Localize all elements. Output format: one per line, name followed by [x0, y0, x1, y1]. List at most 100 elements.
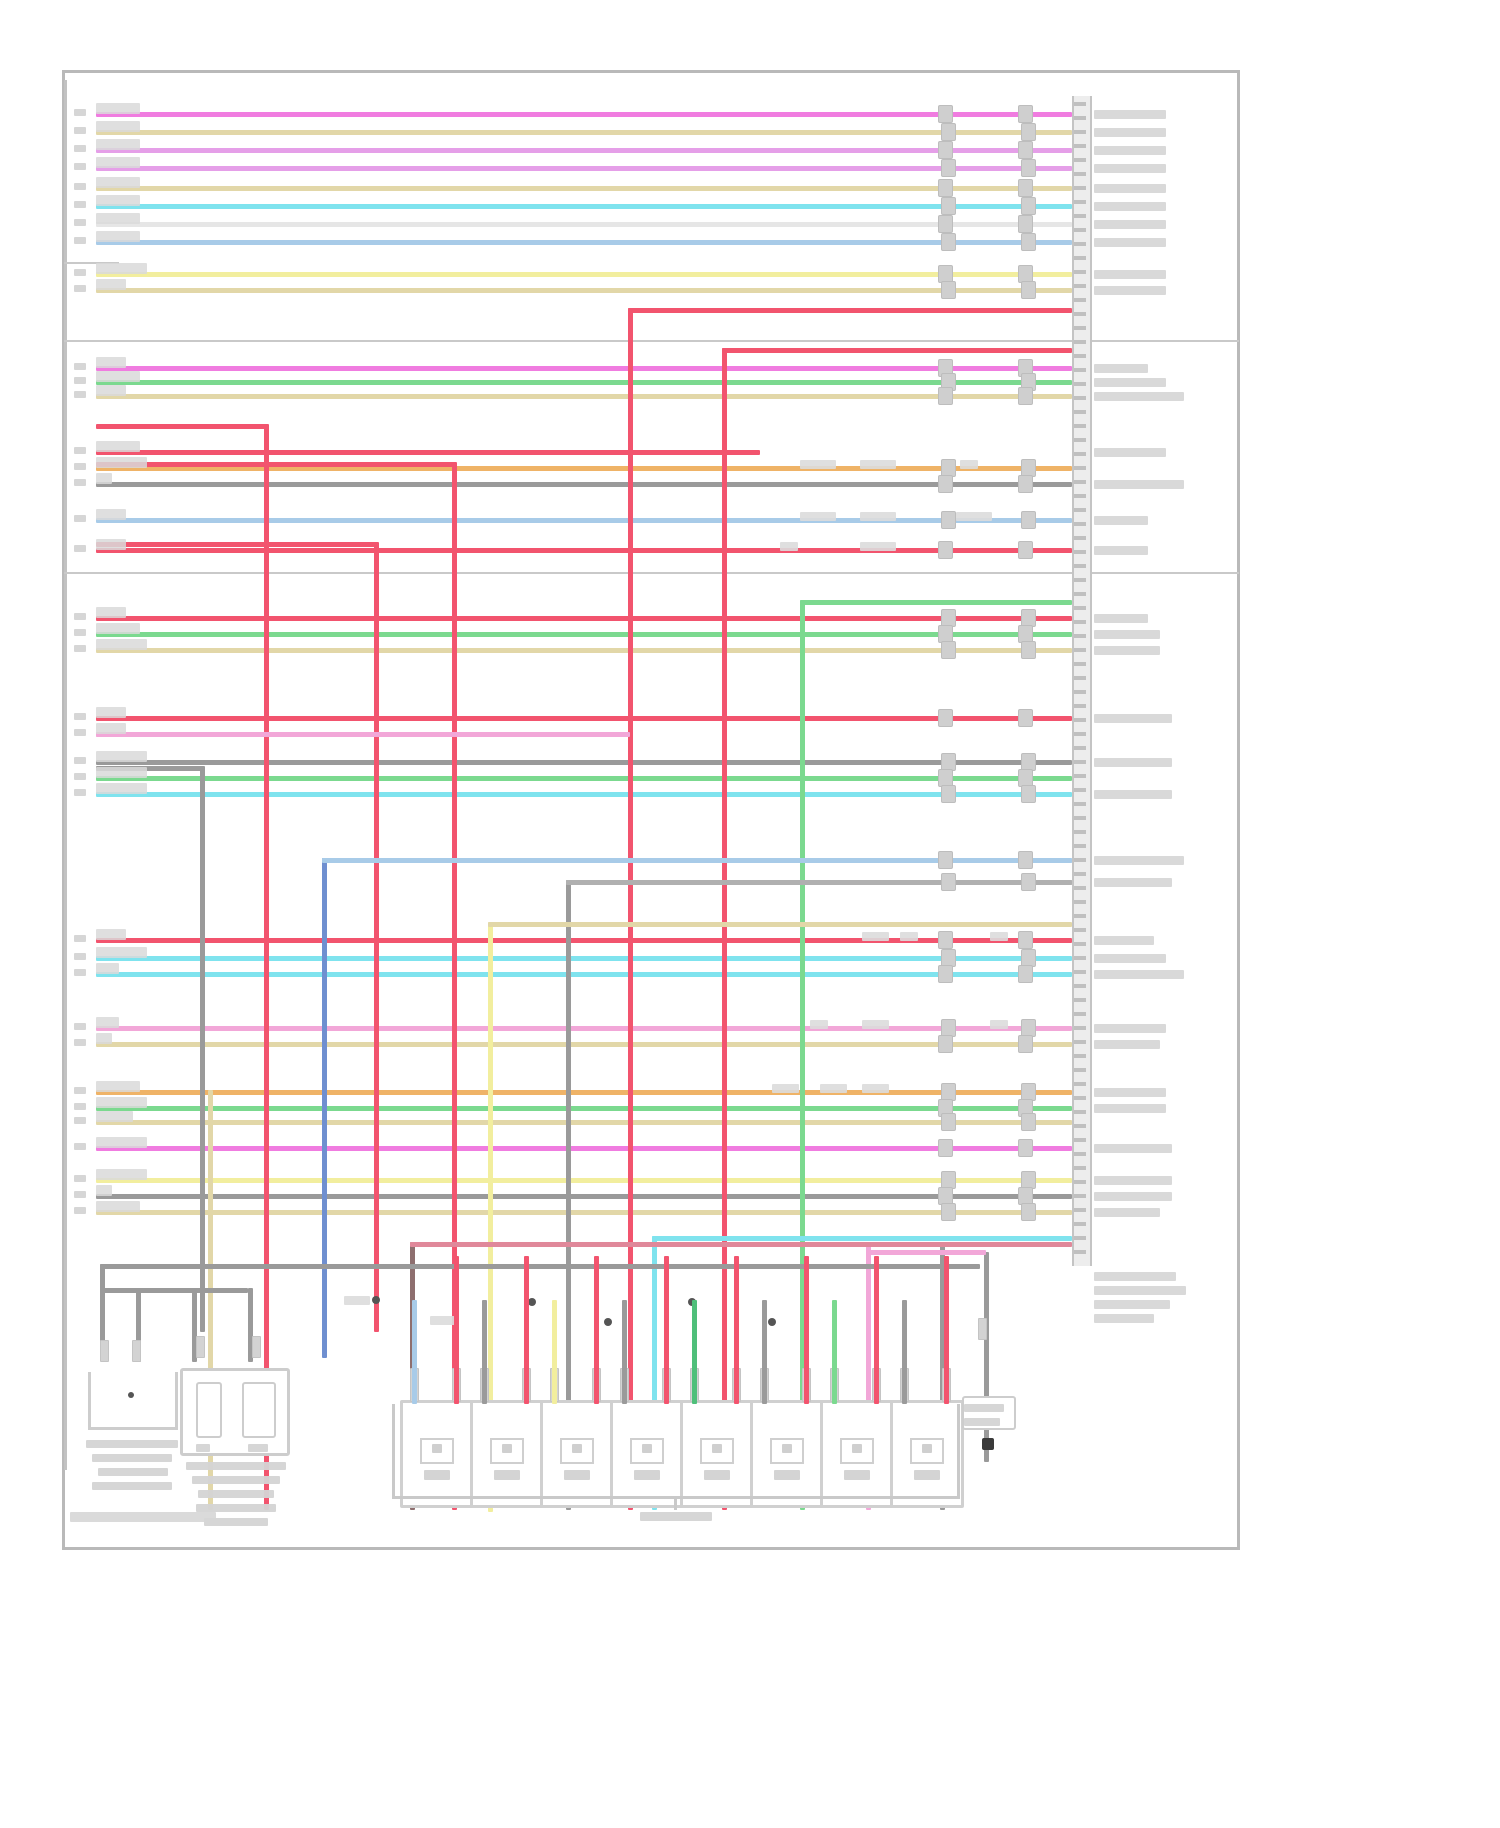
injector-tag-6 — [774, 1470, 800, 1480]
injector-tag-5 — [704, 1470, 730, 1480]
fuel-injector-8 — [890, 1400, 964, 1508]
wire-color-chip — [96, 783, 147, 794]
bottom-elbow-pink2 — [866, 1250, 986, 1255]
vertical-run-vss — [322, 858, 327, 1358]
inline-connector-plug — [941, 785, 956, 803]
terminal-stub — [100, 1340, 109, 1362]
inline-connector-plug — [938, 105, 953, 123]
inline-connector-plug — [1018, 1035, 1033, 1053]
wire-iat-sensor-sig — [96, 450, 760, 455]
circuit-label — [1094, 448, 1166, 457]
pcm-pin-tick — [1074, 788, 1086, 792]
wire-color-chip — [96, 639, 147, 650]
wire-fuel-inj-1-ctrl — [96, 112, 1072, 117]
pcm-pin-tick — [1074, 648, 1086, 652]
vertical-run-cmp-ref — [208, 1090, 213, 1510]
injector-coil-1 — [420, 1438, 454, 1464]
inline-connector-plug — [1021, 1203, 1036, 1221]
inline-connector-plug — [938, 851, 953, 869]
inline-connector-plug — [1018, 179, 1033, 197]
wire-color-chip — [96, 121, 140, 132]
pcm-pin-tick — [1074, 396, 1086, 400]
inline-connector-plug — [938, 475, 953, 493]
injector-tag-3 — [564, 1470, 590, 1480]
wire-splice-tag — [960, 460, 978, 469]
pcm-pin-number — [74, 773, 86, 780]
wire-color-chip — [96, 231, 140, 242]
wire-color-chip — [96, 723, 126, 734]
pcm-pin-tick — [1074, 984, 1086, 988]
left-bus-rail — [64, 80, 67, 1470]
wire-fuel-inj-6-ctrl — [96, 204, 1072, 209]
inline-connector-plug — [938, 965, 953, 983]
pcm-pin-tick — [1074, 732, 1086, 736]
ground-symbol — [982, 1438, 994, 1450]
cmp-label-line — [186, 1462, 286, 1470]
pcm-pin-number — [74, 1103, 86, 1110]
injector-tag-8 — [914, 1470, 940, 1480]
wire-color-chip — [96, 1017, 119, 1028]
pcm-pin-tick — [1074, 900, 1086, 904]
pcm-pin-tick — [1074, 522, 1086, 526]
elbow-yellow — [488, 922, 1072, 927]
injector-control-wire-4 — [622, 1300, 627, 1404]
pcm-pin-tick — [1074, 1096, 1086, 1100]
pcm-pin-tick — [1074, 1180, 1086, 1184]
circuit-label — [1094, 128, 1166, 137]
circuit-label — [1094, 516, 1148, 525]
inline-connector-plug — [1018, 141, 1033, 159]
wire-color-chip — [96, 539, 126, 550]
pcm-pin-tick — [1074, 130, 1086, 134]
inline-connector-plug — [1021, 197, 1036, 215]
inline-connector-plug — [941, 1203, 956, 1221]
pcm-pin-tick — [1074, 830, 1086, 834]
wire-ect-sensor-ret — [96, 482, 1072, 487]
section-divider — [64, 572, 1239, 574]
pcm-pin-number — [74, 757, 86, 764]
pcm-pin-tick — [1074, 816, 1086, 820]
wire-evap-purge-sol — [96, 1026, 1072, 1031]
injector-tag-7 — [844, 1470, 870, 1480]
wire-knock-sensor-2 — [96, 548, 1072, 553]
circuit-label — [1094, 1024, 1166, 1033]
pcm-pin-number — [74, 219, 86, 226]
pcm-pin-tick — [1074, 942, 1086, 946]
circuit-label — [1094, 220, 1166, 229]
circuit-label — [1094, 954, 1166, 963]
pcm-pin-tick — [1074, 326, 1086, 330]
circuit-label — [1094, 202, 1166, 211]
wire-color-chip — [96, 1169, 147, 1180]
pcm-pin-tick — [1074, 312, 1086, 316]
circuit-label — [1094, 392, 1184, 401]
pcm-pin-tick — [1074, 928, 1086, 932]
injector-number-6 — [782, 1444, 792, 1453]
pcm-pin-tick — [1074, 200, 1086, 204]
injector-tag-4 — [634, 1470, 660, 1480]
injector-tag-1 — [424, 1470, 450, 1480]
circuit-label — [1094, 1104, 1166, 1113]
inline-connector-plug — [1018, 541, 1033, 559]
injector-number-8 — [922, 1444, 932, 1453]
pcm-pin-tick — [1074, 116, 1086, 120]
pcm-pin-number — [74, 201, 86, 208]
pcm-pin-tick — [1074, 704, 1086, 708]
pcm-pin-tick — [1074, 382, 1086, 386]
circuit-label — [1094, 614, 1148, 623]
pcm-pin-number — [74, 1191, 86, 1198]
pcm-note-line — [1094, 1300, 1170, 1309]
pcm-pin-tick — [1074, 802, 1086, 806]
sensor-node — [128, 1392, 134, 1398]
pcm-pin-number — [74, 1087, 86, 1094]
injector-power-wire-5 — [734, 1256, 739, 1404]
injector-power-wire-2 — [524, 1256, 529, 1404]
wire-ac-request — [96, 1146, 1072, 1151]
pcm-pin-number — [74, 269, 86, 276]
wire-splice-tag — [820, 1084, 847, 1093]
section-divider — [64, 340, 1239, 342]
circuit-label — [1094, 630, 1160, 639]
wire-tp-sensor-sig — [96, 632, 1072, 637]
circuit-label — [1094, 970, 1184, 979]
pcm-pin-number — [74, 377, 86, 384]
splice-dot — [768, 1318, 776, 1326]
